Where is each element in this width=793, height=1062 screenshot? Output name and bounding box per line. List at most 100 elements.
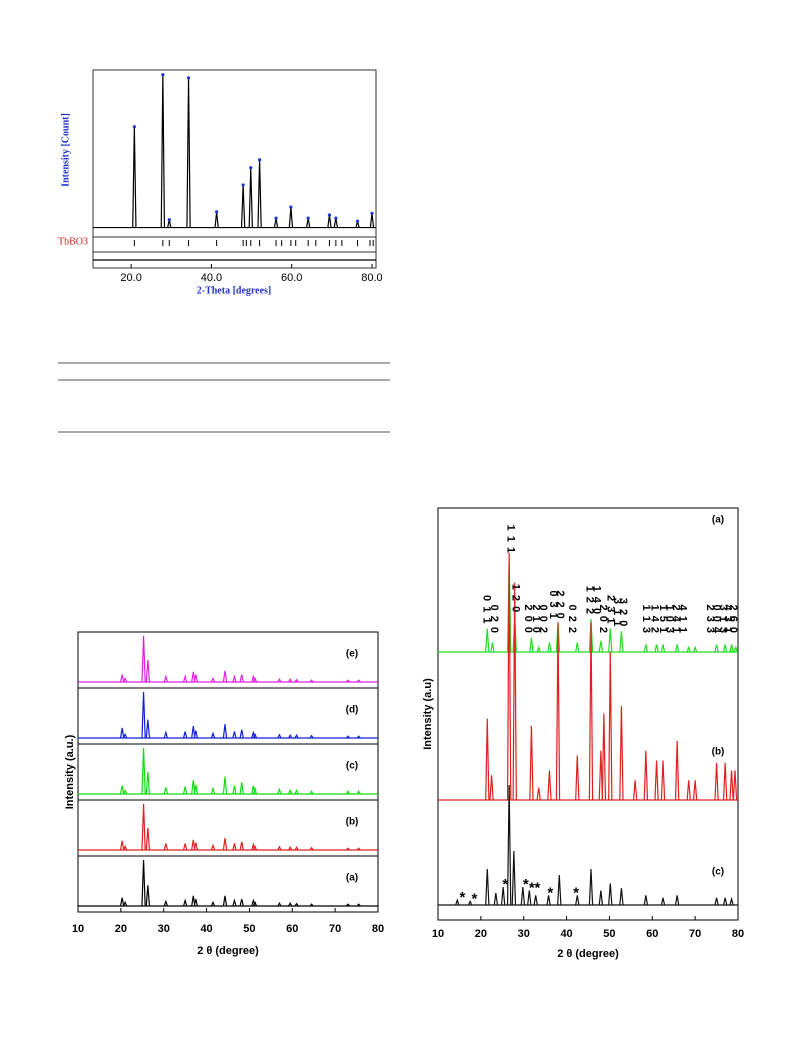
peak [729, 770, 734, 801]
peak [145, 659, 151, 683]
peak [356, 679, 361, 683]
peak [546, 895, 551, 906]
miller-index: 2 0 0 [522, 604, 534, 633]
peak [294, 734, 299, 739]
peak [733, 645, 739, 653]
peak [252, 900, 258, 907]
peak [467, 899, 473, 906]
peak [506, 784, 512, 906]
peak [692, 780, 698, 801]
observed-point [327, 213, 332, 217]
peak [232, 674, 237, 683]
peak [729, 644, 734, 653]
miller-index: 2 6 0 [727, 605, 739, 634]
miller-index: 3 2 0 [617, 598, 629, 627]
peak [520, 886, 526, 906]
miller-index: 2 1 0 [530, 604, 542, 633]
peak [529, 637, 534, 653]
peak [575, 642, 580, 653]
peak [536, 787, 541, 801]
peak [288, 846, 293, 851]
peak [294, 678, 299, 683]
peak [490, 642, 495, 653]
peak [345, 903, 351, 907]
peak [141, 859, 146, 907]
peak [485, 868, 490, 906]
series-label: (c) [712, 867, 724, 878]
observed-point [167, 218, 171, 222]
observed-point [186, 76, 191, 80]
peak [547, 770, 552, 801]
peak [294, 788, 299, 795]
plot-frame [92, 69, 377, 269]
peak [191, 671, 196, 683]
peak [145, 719, 151, 739]
peak [309, 679, 314, 683]
peak [232, 731, 237, 739]
miller-index: 4 3 1 [721, 605, 733, 634]
peak [608, 628, 613, 653]
peak [660, 760, 666, 801]
peak [122, 788, 128, 795]
y-axis-label: Intensity (a.u) [422, 678, 434, 750]
peak [557, 874, 562, 906]
observed-point [249, 166, 253, 170]
peak [500, 886, 506, 906]
peak [588, 619, 594, 653]
series-label: (e) [346, 649, 358, 660]
peak [511, 850, 517, 906]
observed-point [355, 219, 360, 223]
peak [252, 676, 258, 683]
peak [141, 747, 146, 795]
impurity-marker: * [547, 884, 553, 901]
peak [608, 883, 613, 906]
observed-point [215, 210, 219, 214]
peak [506, 552, 512, 801]
miller-index: 0 2 2 [566, 605, 578, 634]
peak [193, 842, 199, 851]
peak [277, 787, 282, 795]
x-tick-label: 40.0 [201, 272, 222, 284]
peak [163, 899, 169, 907]
peak [119, 785, 125, 795]
peak [288, 678, 293, 683]
peak [529, 725, 534, 801]
miller-index: 0 2 0 [488, 605, 500, 634]
observed-point [241, 183, 245, 187]
peak [619, 631, 624, 653]
peak [277, 678, 282, 683]
peak [122, 676, 128, 683]
peak [309, 846, 314, 851]
peak [485, 628, 490, 653]
peak [660, 897, 666, 906]
peak [722, 897, 728, 906]
peak [575, 895, 580, 906]
miller-index: 0 0 2 [537, 605, 549, 634]
peak [182, 786, 188, 795]
peak [674, 740, 680, 801]
y-axis-label: Intensity (a.u.) [64, 734, 76, 809]
peak [632, 780, 638, 801]
peak [222, 837, 228, 851]
x-tick-label: 10 [72, 923, 84, 935]
miller-index: 3 1 1 [611, 598, 623, 627]
peak [239, 782, 244, 795]
plot-frame [77, 631, 379, 913]
peak [294, 902, 299, 907]
peak [222, 776, 228, 795]
x-tick-label: 20 [115, 923, 127, 935]
series-label: (a) [346, 873, 358, 884]
peak [222, 895, 228, 907]
peak [598, 640, 604, 653]
peak [485, 718, 490, 801]
peak [608, 651, 613, 801]
peak [619, 706, 624, 801]
peak [145, 885, 151, 907]
peak [163, 787, 169, 795]
peak [356, 790, 361, 795]
peak [210, 843, 216, 851]
peak [345, 847, 351, 851]
peak [588, 622, 594, 801]
